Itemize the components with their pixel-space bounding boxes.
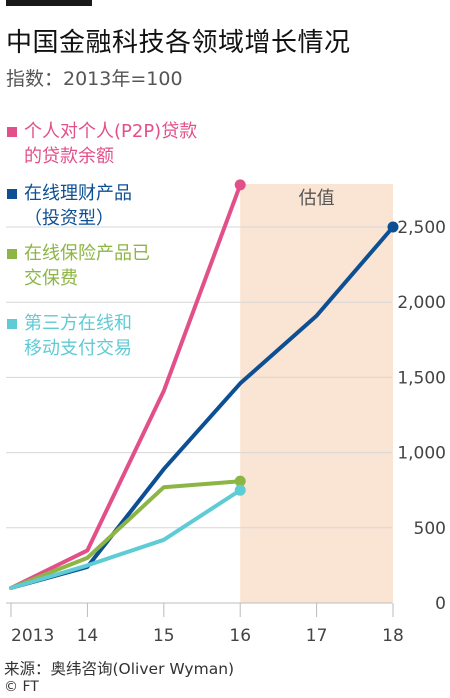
x-tick-label: 15: [153, 626, 175, 646]
chart-title: 中国金融科技各领域增长情况: [6, 28, 351, 58]
top-accent-bar: [6, 0, 92, 6]
legend-label-2: 在线理财产品: [24, 183, 132, 204]
series-line-1: [9, 182, 243, 590]
legend-swatch-3: [7, 249, 17, 259]
data-point: [387, 221, 399, 233]
y-tick-label: 500: [414, 519, 446, 539]
legend-label-1: 的贷款余额: [24, 146, 114, 167]
y-tick-label: 0: [435, 594, 446, 614]
legend-swatch-1: [7, 127, 17, 137]
copyright-note: © FT: [4, 679, 39, 695]
legend-label-3: 交保费: [24, 268, 78, 289]
y-tick-label: 2,500: [397, 218, 446, 238]
series-line-4: [9, 488, 243, 590]
y-tick-label: 1,000: [397, 444, 446, 464]
legend-label-4: 移动支付交易: [24, 338, 132, 359]
y-tick-label: 2,000: [397, 293, 446, 313]
legend-label-1: 个人对个人(P2P)贷款: [24, 121, 197, 142]
legend-swatch-4: [7, 319, 17, 329]
x-tick-label: 18: [382, 626, 404, 646]
x-tick-label: 14: [77, 626, 99, 646]
legend-swatch-2: [7, 189, 17, 199]
y-tick-label: 1,500: [397, 368, 446, 388]
x-tick-label: 17: [306, 626, 328, 646]
data-point: [234, 179, 246, 191]
source-note: 来源：奥纬咨询(Oliver Wyman): [4, 660, 235, 678]
chart-subtitle: 指数：2013年=100: [6, 68, 183, 90]
estimate-band: [240, 184, 393, 603]
x-tick-label: 2013: [11, 626, 54, 646]
estimate-label: 估值: [299, 188, 335, 209]
data-point: [234, 475, 246, 487]
legend-label-4: 第三方在线和: [24, 313, 132, 334]
data-point: [234, 484, 246, 496]
series-line-3: [9, 479, 243, 590]
legend-label-3: 在线保险产品已: [24, 243, 150, 264]
legend-label-2: （投资型）: [24, 208, 114, 229]
x-tick-label: 16: [229, 626, 251, 646]
